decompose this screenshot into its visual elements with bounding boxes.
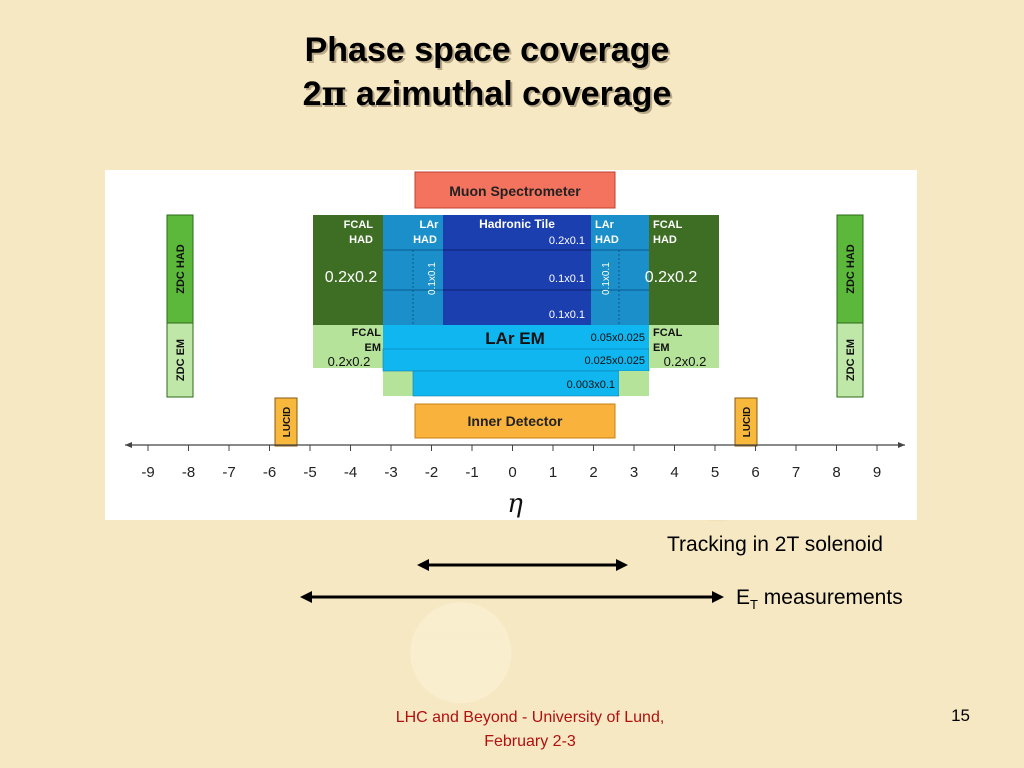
et-range-arrow — [300, 591, 724, 603]
hadronic-tile: Hadronic Tile 0.2x0.1 0.1x0.1 0.1x0.1 — [443, 215, 591, 325]
axis-tick-label: 1 — [549, 464, 557, 481]
title-line-1: Phase space coverage — [304, 31, 670, 69]
fcal-had-right: FCAL HAD 0.2x0.2 — [645, 215, 719, 325]
svg-text:FCAL: FCAL — [344, 219, 374, 231]
svg-text:HAD: HAD — [349, 234, 373, 246]
lar-em-label: LAr EM — [485, 329, 545, 348]
svg-text:FCAL: FCAL — [352, 327, 382, 339]
axis-tick-label: 2 — [589, 464, 597, 481]
zdc-left: ZDC HAD ZDC EM — [166, 214, 194, 398]
axis-tick-label: -2 — [425, 464, 438, 481]
svg-text:FCAL: FCAL — [653, 327, 683, 339]
zdc-em-left-label: ZDC EM — [175, 339, 187, 381]
title-line-2: 2π azimuthal coverage — [302, 74, 672, 114]
axis-tick-label: 4 — [670, 464, 678, 481]
muon-spectrometer-box: Muon Spectrometer — [414, 171, 616, 209]
et-measurements-label: ET measurements — [736, 586, 903, 613]
axis-tick-label: 7 — [792, 464, 800, 481]
zdc-right: ZDC HAD ZDC EM — [836, 214, 864, 398]
svg-text:0.1x0.1: 0.1x0.1 — [549, 273, 585, 285]
svg-text:HAD: HAD — [653, 234, 677, 246]
inner-detector-label: Inner Detector — [468, 413, 563, 429]
axis-tick-label: -1 — [465, 464, 478, 481]
tracking-label: Tracking in 2T solenoid — [667, 533, 883, 556]
fcal-em-left-cell: 0.2x0.2 — [328, 354, 371, 369]
fcal-had-left: FCAL HAD 0.2x0.2 — [313, 215, 383, 325]
axis-tick-label: -3 — [384, 464, 397, 481]
tracking-range-arrow — [417, 559, 628, 571]
axis-tick-label: 5 — [711, 464, 719, 481]
footer-text: LHC and Beyond - University of Lund, Feb… — [395, 709, 665, 750]
axis-tick-label: -6 — [263, 464, 276, 481]
axis-tick-label: -8 — [182, 464, 195, 481]
lar-had-right: LAr HAD 0.1x0.1 — [591, 215, 649, 325]
lar-em: LAr EM 0.05x0.025 0.025x0.025 0.003x0.1 — [382, 325, 650, 397]
svg-text:0.2x0.1: 0.2x0.1 — [549, 235, 585, 247]
muon-spectrometer-label: Muon Spectrometer — [449, 183, 581, 199]
axis-tick-label: 0 — [508, 464, 516, 481]
axis-tick-label: -9 — [141, 464, 154, 481]
page-number: 15 — [951, 706, 970, 725]
eta-axis-label: η — [507, 489, 523, 519]
zdc-had-left-label: ZDC HAD — [175, 244, 187, 294]
lucid-left: LUCID — [274, 397, 298, 447]
axis-tick-label: 6 — [751, 464, 759, 481]
axis-tick-label: 8 — [832, 464, 840, 481]
detector-coverage-diagram: Muon Spectrometer FCAL HAD 0.2x0.2 LAr H… — [105, 170, 917, 520]
inner-detector-box: Inner Detector — [414, 403, 616, 439]
axis-tick-label: 9 — [873, 464, 881, 481]
fcal-had-right-cell: 0.2x0.2 — [645, 269, 698, 286]
hadronic-tile-label: Hadronic Tile — [479, 217, 555, 231]
svg-text:HAD: HAD — [595, 234, 619, 246]
fcal-em-right-cell: 0.2x0.2 — [664, 354, 707, 369]
svg-text:EM: EM — [653, 342, 670, 354]
svg-text:EM: EM — [365, 342, 382, 354]
slide-title: Phase space coverage 2π azimuthal covera… — [0, 28, 1024, 116]
svg-text:FCAL: FCAL — [653, 219, 683, 231]
zdc-had-right-label: ZDC HAD — [845, 244, 857, 294]
lucid-right: LUCID — [734, 397, 758, 447]
svg-text:HAD: HAD — [413, 234, 437, 246]
zdc-em-right-label: ZDC EM — [845, 339, 857, 381]
axis-tick-label: -5 — [303, 464, 316, 481]
fcal-had-left-cell: 0.2x0.2 — [325, 269, 378, 286]
svg-text:0.025x0.025: 0.025x0.025 — [584, 355, 645, 367]
lar-had-left: LAr HAD 0.1x0.1 — [383, 215, 443, 325]
svg-text:LAr: LAr — [595, 219, 615, 231]
svg-text:0.05x0.025: 0.05x0.025 — [591, 332, 645, 344]
axis-tick-label: -4 — [344, 464, 357, 481]
svg-text:0.003x0.1: 0.003x0.1 — [567, 379, 615, 391]
svg-text:LUCID: LUCID — [282, 407, 293, 438]
svg-text:0.1x0.1: 0.1x0.1 — [549, 309, 585, 321]
svg-text:LUCID: LUCID — [742, 407, 753, 438]
fcal-em-right: FCAL EM 0.2x0.2 — [619, 325, 719, 396]
lar-had-left-cell: 0.1x0.1 — [427, 262, 438, 295]
axis-tick-label: -7 — [222, 464, 235, 481]
svg-text:LAr: LAr — [420, 219, 440, 231]
eta-axis: -9 -8 -7 -6 -5 -4 -3 -2 -1 0 1 2 3 4 5 6 7 8 9 — [125, 442, 905, 481]
pi-symbol: π — [321, 74, 347, 114]
axis-tick-label: 3 — [630, 464, 638, 481]
lar-had-right-cell: 0.1x0.1 — [601, 262, 612, 295]
